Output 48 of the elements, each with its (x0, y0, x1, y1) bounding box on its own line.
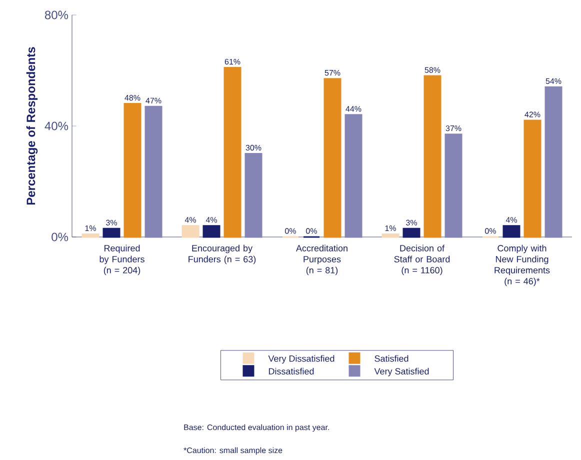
bar (144, 106, 162, 238)
x-tick-label: Decision of Staff or Board (n = 1160) (394, 244, 450, 276)
bar (344, 114, 362, 238)
legend-label: Dissatisfied (268, 368, 314, 375)
bar (244, 152, 262, 238)
data-label: 4% (206, 217, 217, 223)
bar (82, 233, 100, 238)
data-label: 47% (146, 98, 162, 104)
data-label: 58% (424, 67, 440, 73)
y-tick-label: 40% (44, 122, 68, 130)
data-label: 1% (85, 225, 96, 232)
data-label: 61% (224, 58, 240, 65)
data-label: 57% (324, 70, 340, 76)
data-label: 1% (385, 225, 396, 232)
bar (124, 103, 142, 238)
x-tick-label: Required by Funders (n = 204) (100, 244, 144, 276)
data-label: 3% (106, 220, 117, 226)
data-label: 0% (306, 228, 317, 234)
bar (444, 134, 462, 238)
legend-label: Very Dissatisfied (268, 355, 334, 364)
data-label: 37% (446, 125, 462, 132)
text: *Caution: small sample size (184, 447, 282, 455)
data-label: 42% (524, 112, 540, 118)
y-tick-label: 0% (52, 232, 68, 242)
x-tick-label: Comply with New Funding Requirements (n = 46)* (494, 244, 550, 286)
x-tick-label: Encouraged by Funders (n = 63) (188, 244, 256, 264)
data-label: 4% (184, 217, 196, 223)
x-tick-label: Accreditation Purposes (n = 81) (296, 244, 348, 276)
data-label: 0% (285, 228, 296, 234)
data-label: 48% (124, 94, 140, 101)
bar (224, 66, 242, 238)
text: Base: Conducted evaluation in past year. (184, 424, 329, 432)
bar (544, 86, 562, 238)
y-tick-label: 80% (44, 10, 68, 20)
data-label: 44% (346, 106, 362, 112)
bar (182, 225, 200, 238)
data-label: 4% (506, 217, 517, 223)
data-label: 30% (246, 144, 262, 151)
bar (424, 75, 442, 238)
bar (524, 120, 542, 238)
bar (324, 78, 342, 238)
data-label: 54% (546, 78, 562, 84)
data-label: 3% (406, 220, 417, 226)
bar (382, 233, 400, 238)
y-axis-title: Percentage of Respondents (26, 47, 38, 205)
legend-label: Very Satisfied (374, 368, 429, 376)
legend-label: Satisfied (374, 355, 408, 362)
data-label: 0% (485, 228, 496, 234)
